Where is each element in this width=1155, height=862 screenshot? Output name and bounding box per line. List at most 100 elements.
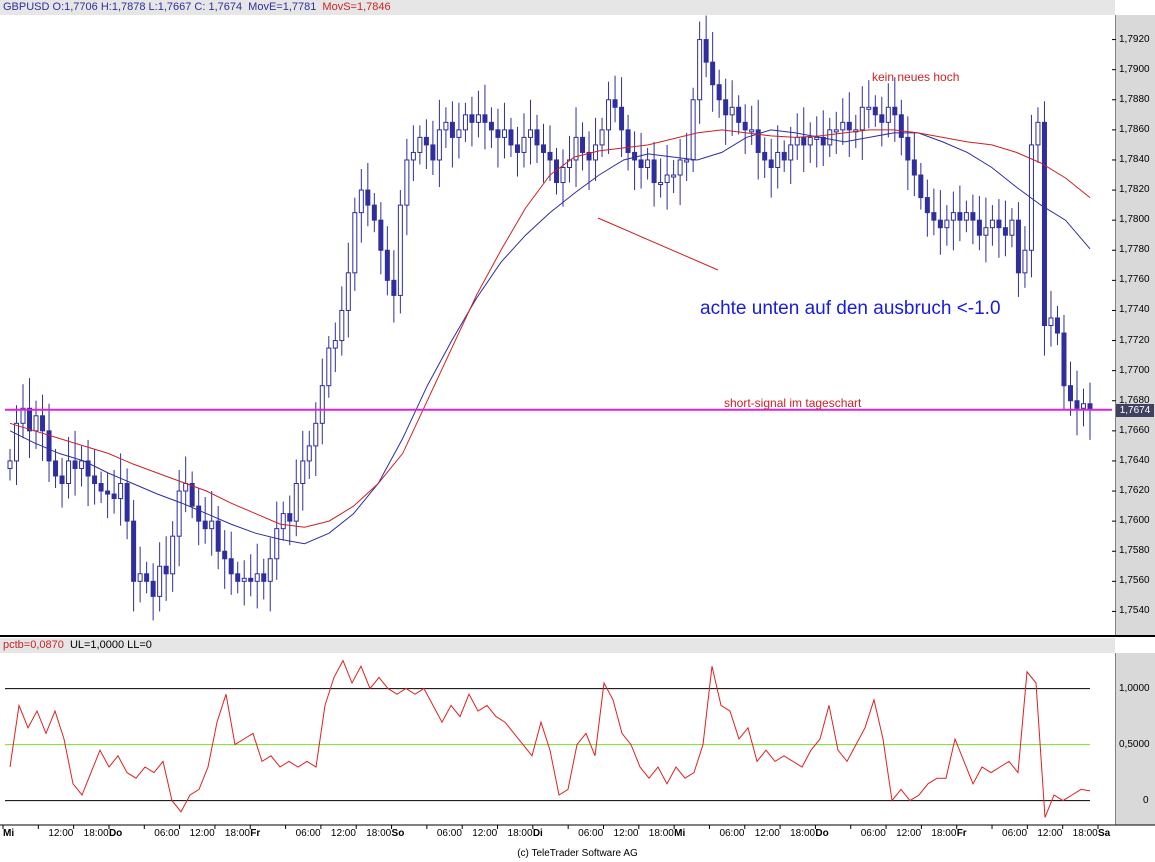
indicator-y-tick-label: 1,0000 xyxy=(1119,682,1150,694)
candle-body xyxy=(209,520,215,530)
candle-body xyxy=(105,490,111,495)
candle-body xyxy=(462,114,468,131)
candle-body xyxy=(365,189,371,206)
candle-body xyxy=(1067,385,1073,402)
candle-body xyxy=(53,460,59,477)
candle-body xyxy=(846,121,852,131)
y-tick-label: 1,7660 xyxy=(1119,424,1150,436)
y-tick-label: 1,7740 xyxy=(1119,304,1150,316)
candle-body xyxy=(820,136,826,146)
candle-body xyxy=(20,407,26,424)
candle-body xyxy=(157,565,163,597)
candle-body xyxy=(918,174,924,199)
sma-line xyxy=(9,129,1091,528)
y-tick-label: 1,7640 xyxy=(1119,454,1150,466)
candle-body xyxy=(436,129,442,161)
candle-body xyxy=(40,415,46,432)
candle-body xyxy=(742,121,748,131)
candle-body xyxy=(378,219,384,251)
candle-body xyxy=(755,129,761,153)
candle-body xyxy=(228,558,234,575)
candle-body xyxy=(293,483,299,522)
y-tick-label: 1,7540 xyxy=(1119,605,1150,617)
candle-body xyxy=(749,129,755,133)
candle-body xyxy=(768,159,774,168)
candle-body xyxy=(814,136,820,140)
indicator-axis-panel xyxy=(1115,653,1155,825)
candle-body xyxy=(92,475,98,485)
candle-body xyxy=(775,151,781,168)
candle-body xyxy=(937,219,943,229)
x-tick-label: 06:00 xyxy=(295,828,321,839)
candle-body xyxy=(664,174,670,184)
candle-body xyxy=(202,520,208,530)
pctb-value: pctb=0,0870 xyxy=(3,639,64,651)
candle-body xyxy=(124,483,130,522)
candle-body xyxy=(671,174,677,178)
candle-body xyxy=(274,528,280,560)
x-tick-label: So xyxy=(391,828,405,839)
candle-body xyxy=(72,460,78,469)
candle-body xyxy=(196,505,202,522)
y-tick-label: 1,7560 xyxy=(1119,575,1150,587)
y-tick-label: 1,7620 xyxy=(1119,485,1150,497)
y-tick-label: 1,7780 xyxy=(1119,244,1150,256)
candle-body xyxy=(684,159,690,163)
y-tick-label: 1,7820 xyxy=(1119,184,1150,196)
candle-body xyxy=(1022,249,1028,274)
candle-body xyxy=(14,422,20,462)
candle-body xyxy=(261,573,267,582)
candle-body xyxy=(443,121,449,131)
candle-body xyxy=(33,415,39,432)
x-tick-label: Fr xyxy=(956,828,967,839)
x-tick-label: Do xyxy=(815,828,829,839)
candle-body xyxy=(833,129,839,133)
candle-body xyxy=(1080,403,1086,409)
candle-body xyxy=(612,99,618,108)
x-tick-label: 12:00 xyxy=(48,828,74,839)
candle-body xyxy=(710,61,716,86)
x-tick-label: Mi xyxy=(674,828,686,839)
candle-body xyxy=(723,99,729,116)
candle-body xyxy=(690,99,696,161)
candle-body xyxy=(131,520,137,582)
candle-body xyxy=(859,106,865,131)
move-value: MovE=1,7781 xyxy=(248,1,317,13)
candle-body xyxy=(573,136,579,161)
candle-body xyxy=(482,114,488,123)
candle-body xyxy=(267,558,273,582)
candle-body xyxy=(254,573,260,582)
x-tick-label: 18:00 xyxy=(648,828,674,839)
candle-body xyxy=(1035,121,1041,146)
candle-body xyxy=(345,272,351,311)
x-tick-label: Fr xyxy=(250,828,261,839)
x-tick-label: 12:00 xyxy=(472,828,498,839)
x-tick-label: 18:00 xyxy=(931,828,957,839)
candle-body xyxy=(931,212,937,221)
x-tick-label: Sa xyxy=(1098,828,1111,839)
candle-body xyxy=(716,84,722,101)
candle-body xyxy=(794,136,800,146)
x-tick-label: 18:00 xyxy=(507,828,533,839)
candle-body xyxy=(729,106,735,116)
candle-body xyxy=(1015,219,1021,274)
candle-body xyxy=(358,189,364,214)
candle-body xyxy=(339,309,345,342)
candle-body xyxy=(137,573,143,582)
y-tick-label: 1,7720 xyxy=(1119,334,1150,346)
x-tick-label: 12:00 xyxy=(613,828,639,839)
symbol-ohlc: GBPUSD O:1,7706 H:1,7878 L:1,7667 C: 1,7… xyxy=(3,1,243,13)
candle-body xyxy=(417,136,423,153)
candle-body xyxy=(697,39,703,101)
candle-body xyxy=(625,129,631,153)
y-tick-label: 1,7880 xyxy=(1119,93,1150,105)
candle-body xyxy=(287,513,293,522)
candle-body xyxy=(950,212,956,221)
candle-body xyxy=(781,151,787,161)
candle-body xyxy=(638,159,644,168)
candle-body xyxy=(996,219,1002,229)
candle-body xyxy=(703,39,709,63)
y-tick-label: 1,7580 xyxy=(1119,545,1150,557)
candle-body xyxy=(326,347,332,387)
main-panel-header: GBPUSD O:1,7706 H:1,7878 L:1,7667 C: 1,7… xyxy=(0,0,1115,15)
